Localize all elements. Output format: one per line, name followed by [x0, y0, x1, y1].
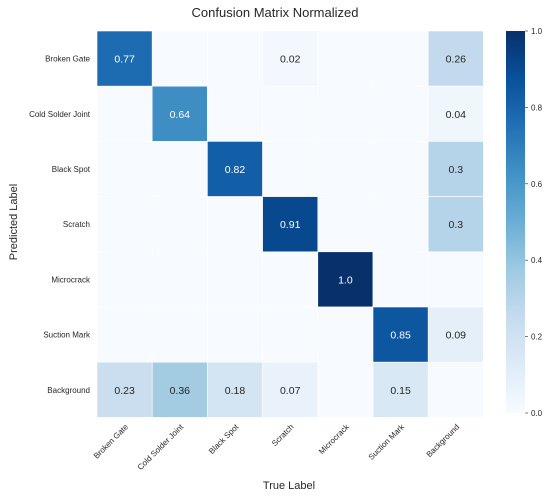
x-tick-label: Black Spot	[207, 422, 241, 456]
colorbar-tick-label: 0.6	[531, 180, 543, 189]
heatmap-cell	[96, 251, 153, 308]
colorbar-gradient	[506, 31, 525, 413]
y-tick-label: Cold Solder Joint	[29, 110, 91, 119]
heatmap-cell	[372, 30, 429, 87]
heatmap-cell	[96, 141, 153, 197]
x-axis-title: True Label	[263, 480, 315, 492]
cell-value-label: 0.3	[448, 219, 463, 231]
y-tick-label: Black Spot	[52, 165, 91, 174]
heatmap-cell	[96, 85, 153, 142]
x-tick-label: Broken Gate	[92, 422, 131, 461]
cell-value-label: 0.23	[114, 385, 135, 397]
heatmap-cell	[151, 85, 208, 142]
heatmap-cell	[317, 141, 374, 197]
heatmap-cell	[207, 361, 263, 418]
colorbar-tick-label: 0.8	[531, 103, 543, 112]
y-tick-labels: Broken Gate Cold Solder Joint Black Spot Sc…	[29, 55, 91, 395]
heatmap-cell	[151, 30, 208, 87]
heatmap-cell	[427, 361, 484, 418]
heatmap-cell	[317, 30, 374, 87]
heatmap-cell	[427, 306, 484, 363]
colorbar-tick-label: 1.0	[531, 27, 543, 36]
heatmap-cell	[207, 306, 263, 363]
heatmap-cell	[427, 30, 484, 87]
heatmap-cell	[372, 85, 429, 142]
cell-value-label: 0.3	[448, 164, 463, 176]
x-tick-labels: Broken Gate Cold Solder Joint Black Spot Sc…	[92, 422, 461, 472]
y-tick-label: Broken Gate	[45, 55, 90, 64]
x-tick-label: Scratch	[270, 422, 296, 448]
heatmap-cell	[207, 196, 263, 253]
heatmap-cell	[262, 306, 319, 363]
heatmap-cell	[151, 306, 208, 363]
colorbar: 0.0 0.2 0.4 0.6 0.8 1.0	[506, 27, 543, 418]
x-tick-label: Microcrack	[317, 422, 351, 456]
heatmap-cell	[262, 251, 319, 308]
heatmap-cell	[262, 196, 319, 253]
heatmap-cell	[317, 306, 374, 363]
heatmap-cell	[151, 141, 208, 197]
heatmap-cell	[96, 306, 153, 363]
x-tick-label: Suction Mark	[367, 422, 407, 462]
x-tick-label: Background	[425, 422, 462, 459]
heatmap-cell	[262, 30, 319, 87]
cell-value-label: 0.02	[280, 54, 301, 66]
colorbar-tick-label: 0.2	[531, 333, 543, 342]
heatmap-cell	[207, 251, 263, 308]
cell-value-label: 0.82	[225, 164, 246, 176]
heatmap-cell	[372, 141, 429, 197]
heatmap-cell	[427, 251, 484, 308]
heatmap-cell	[151, 196, 208, 253]
cell-value-label: 0.04	[446, 109, 467, 121]
cell-value-label: 0.85	[390, 330, 411, 342]
heatmap-cell	[151, 361, 208, 418]
cell-value-label: 0.15	[390, 385, 411, 397]
heatmap-cell	[262, 361, 319, 418]
cell-value-label: 0.64	[170, 109, 191, 121]
cell-value-label: 0.26	[446, 54, 467, 66]
heatmap-cell	[372, 361, 429, 418]
y-tick-label: Scratch	[63, 220, 90, 229]
chart-title: Confusion Matrix Normalized	[192, 5, 359, 20]
heatmap-cell	[96, 361, 153, 418]
heatmap-cell	[262, 141, 319, 197]
heatmap-cell	[427, 85, 484, 142]
cell-value-label: 0.07	[280, 385, 301, 397]
x-tick-label: Cold Solder Joint	[136, 422, 186, 472]
heatmap-cell	[372, 196, 429, 253]
heatmap-cell	[317, 85, 374, 142]
y-tick-label: Background	[47, 386, 90, 395]
cell-value-label: 0.09	[446, 330, 467, 342]
heatmap-cells: 0.77 0.02 0.26 0.64 0.04 0.82 0.3 0.91 0.3 1.0 0.8…	[96, 30, 484, 418]
heatmap-cell	[262, 85, 319, 142]
y-tick-label: Microcrack	[51, 275, 91, 284]
heatmap-cell	[207, 141, 263, 197]
heatmap-cell	[372, 251, 429, 308]
heatmap-cell	[96, 196, 153, 253]
heatmap-cell	[207, 30, 263, 87]
heatmap-cell	[207, 85, 263, 142]
heatmap-cell	[151, 251, 208, 308]
heatmap-cell	[317, 196, 374, 253]
heatmap-cell	[317, 251, 374, 308]
cell-value-label: 1.0	[338, 274, 353, 286]
heatmap-cell	[317, 361, 374, 418]
cell-value-label: 0.91	[280, 219, 301, 231]
y-axis-title: Predicted Label	[8, 184, 20, 260]
colorbar-tick-label: 0.0	[531, 409, 543, 418]
y-tick-label: Suction Mark	[43, 331, 91, 340]
heatmap-cell	[96, 30, 153, 87]
cell-value-label: 0.36	[170, 385, 191, 397]
cell-value-label: 0.18	[225, 385, 246, 397]
colorbar-tick-label: 0.4	[531, 256, 543, 265]
cell-value-label: 0.77	[114, 54, 135, 66]
